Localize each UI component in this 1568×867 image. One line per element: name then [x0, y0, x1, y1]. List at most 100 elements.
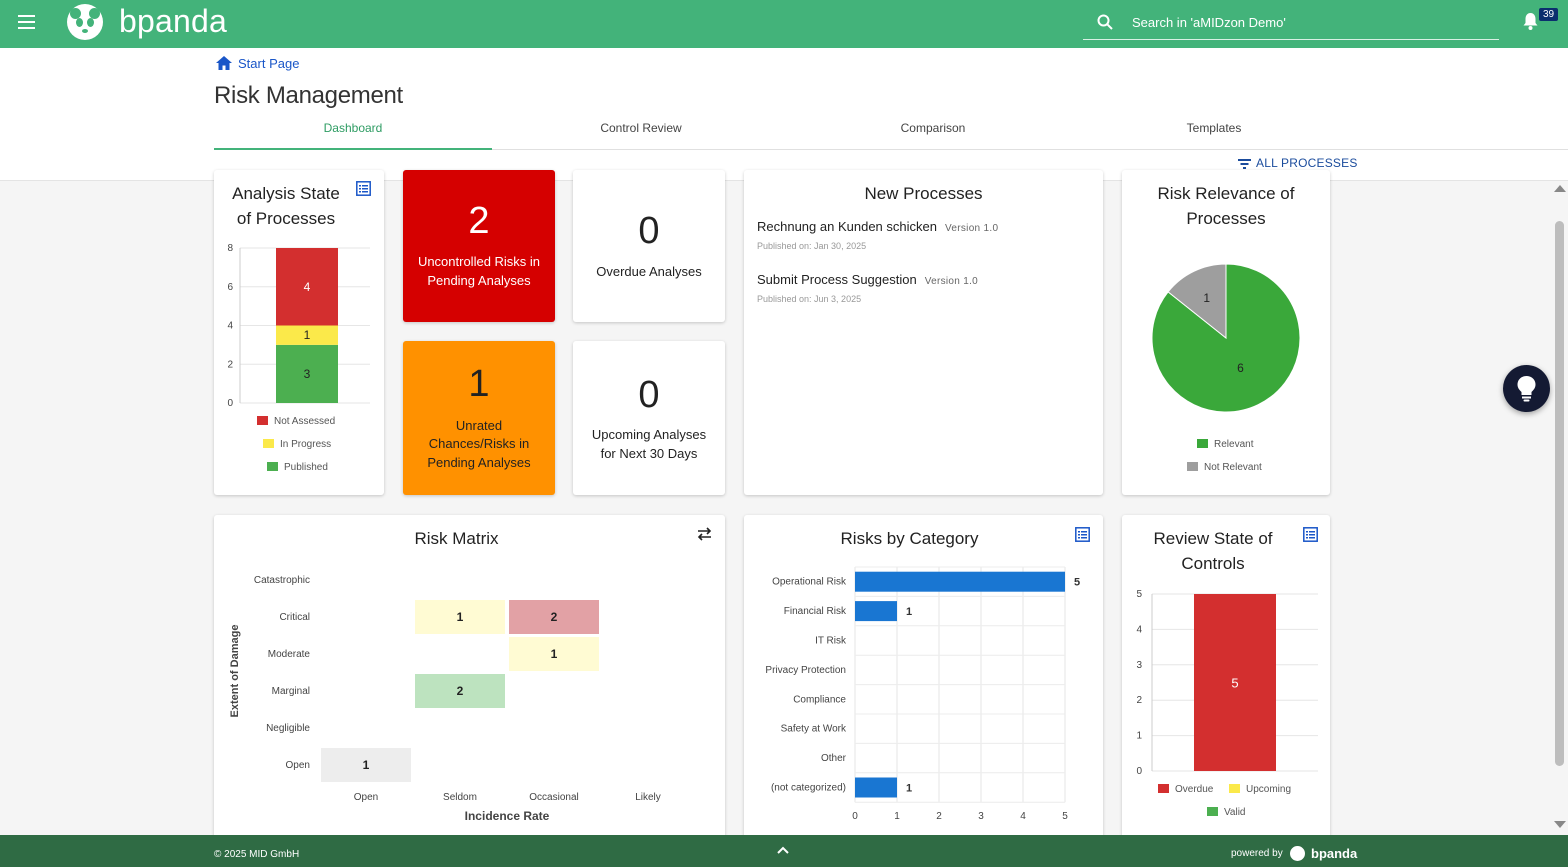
upcoming-analyses-tile[interactable]: 0 Upcoming Analyses for Next 30 Days — [573, 341, 725, 495]
breadcrumb-start-page[interactable]: Start Page — [238, 56, 300, 71]
scrollbar-thumb[interactable] — [1555, 221, 1564, 766]
y-tick-label: 5 — [1136, 589, 1142, 600]
bar-segment — [276, 344, 338, 403]
category-label: Other — [821, 753, 847, 764]
category-label: Financial Risk — [784, 606, 847, 617]
list-view-icon[interactable] — [1303, 527, 1318, 542]
matrix-cell-open-open[interactable]: 1 — [321, 748, 411, 782]
new-processes-card: New Processes Rechnung an Kunden schicke… — [744, 170, 1103, 495]
x-tick-label: 1 — [894, 811, 900, 822]
matrix-x-axis-label: Incidence Rate — [464, 809, 550, 823]
y-tick-label: 3 — [1136, 660, 1142, 671]
tab-templates[interactable]: Templates — [1186, 121, 1242, 135]
menu-icon[interactable] — [18, 15, 35, 29]
risks-by-category-card: Risks by Category 0 1 2 3 4 5 Operational Risk… — [744, 515, 1103, 845]
filter-label: ALL PROCESSES — [1256, 156, 1358, 170]
top-app-bar: bpanda Search in 'aMIDzon Demo' 39 — [0, 0, 1568, 48]
ideas-lightbulb-button[interactable] — [1503, 365, 1550, 412]
matrix-row-label: Critical — [279, 612, 310, 623]
matrix-cell-critical-seldom[interactable]: 1 — [415, 600, 505, 634]
analysis-state-title-line2: of Processes — [236, 209, 336, 228]
y-tick-label: 0 — [1136, 766, 1142, 777]
overdue-analyses-count: 0 — [638, 210, 660, 252]
unrated-risks-label-3: Pending Analyses — [427, 455, 531, 470]
process-name[interactable]: Rechnung an Kunden schicken — [757, 219, 937, 234]
matrix-row-label: Marginal — [271, 686, 310, 697]
new-processes-title: New Processes — [864, 184, 983, 203]
risk-matrix-title: Risk Matrix — [414, 529, 499, 548]
overdue-analyses-label: Overdue Analyses — [596, 264, 702, 279]
home-icon — [216, 56, 232, 70]
bar-data-label: 1 — [304, 328, 311, 342]
category-bar — [855, 601, 897, 622]
process-name[interactable]: Submit Process Suggestion — [757, 272, 917, 287]
unrated-risks-label-2: Chances/Risks in — [428, 436, 530, 451]
bar-data-label: 1 — [906, 783, 912, 795]
bar-segment — [1194, 594, 1276, 771]
matrix-cell-marginal-seldom[interactable]: 2 — [415, 674, 505, 708]
matrix-row-label: Negligible — [266, 723, 310, 734]
risk-matrix-card: Risk Matrix Extent of Damage Catastrophi… — [214, 515, 725, 845]
pie-slice — [1151, 263, 1301, 413]
analysis-state-chart: 8 6 4 2 0 3 1 4 — [227, 243, 370, 409]
x-tick-label: 4 — [1020, 811, 1026, 822]
scroll-up-arrow-icon[interactable] — [1554, 185, 1566, 192]
pie-data-label: 6 — [1237, 361, 1244, 375]
bar-data-label: 5 — [1231, 676, 1238, 691]
new-process-item[interactable]: Submit Process Suggestion Version 1.0 Pub… — [757, 271, 978, 304]
notification-badge: 39 — [1539, 8, 1559, 21]
legend-overdue: Overdue — [1158, 784, 1213, 795]
unrated-risks-tile[interactable]: 1 Unrated Chances/Risks in Pending Analy… — [403, 341, 555, 495]
page-header: Start Page Risk Management Dashboard Con… — [0, 48, 1568, 181]
chevron-up-icon[interactable] — [777, 846, 789, 854]
matrix-y-axis-label: Extent of Damage — [229, 624, 241, 718]
search-placeholder: Search in 'aMIDzon Demo' — [1132, 15, 1286, 30]
legend-not-assessed: Not Assessed — [257, 416, 335, 427]
tab-dashboard[interactable]: Dashboard — [323, 121, 383, 135]
footer: © 2025 MID GmbH powered by bpanda — [0, 835, 1568, 867]
tab-control-review[interactable]: Control Review — [600, 121, 682, 135]
process-published-date: Published on: Jan 30, 2025 — [757, 241, 867, 251]
category-label: Operational Risk — [772, 577, 847, 588]
review-state-title-line1: Review State of — [1153, 529, 1273, 548]
bell-icon[interactable] — [1522, 12, 1539, 30]
pie-slice — [1167, 263, 1227, 340]
scroll-down-arrow-icon[interactable] — [1554, 821, 1566, 828]
search-input[interactable]: Search in 'aMIDzon Demo' — [1083, 6, 1499, 40]
list-view-icon[interactable] — [356, 181, 371, 196]
list-view-icon[interactable] — [1075, 527, 1090, 542]
process-published-date: Published on: Jun 3, 2025 — [757, 294, 862, 304]
legend-valid: Valid — [1207, 807, 1246, 818]
page-scrollbar[interactable] — [1552, 181, 1568, 835]
bar-data-label: 5 — [1074, 577, 1080, 589]
tab-comparison[interactable]: Comparison — [900, 121, 966, 135]
matrix-col-label: Open — [353, 792, 379, 803]
y-tick-label: 2 — [227, 359, 233, 370]
category-label: Compliance — [793, 694, 846, 705]
uncontrolled-risks-label-1: Uncontrolled Risks in — [417, 254, 541, 269]
uncontrolled-risks-tile[interactable]: 2 Uncontrolled Risks in Pending Analyses — [403, 170, 555, 322]
matrix-row-label: Moderate — [267, 649, 310, 660]
overdue-analyses-tile[interactable]: 0 Overdue Analyses — [573, 170, 725, 322]
swap-axes-icon[interactable] — [696, 527, 713, 541]
breadcrumb[interactable]: Start Page — [216, 56, 299, 71]
panda-logo-icon[interactable] — [67, 4, 103, 40]
new-process-item[interactable]: Rechnung an Kunden schicken Version 1.0 P… — [757, 218, 998, 251]
brand-name[interactable]: bpanda — [119, 3, 227, 39]
all-processes-filter-button[interactable]: ALL PROCESSES — [1238, 156, 1358, 170]
matrix-row-label: Open — [285, 760, 310, 771]
x-tick-label: 5 — [1062, 811, 1068, 822]
uncontrolled-risks-label-2: Pending Analyses — [427, 273, 531, 288]
matrix-cell-moderate-occasional[interactable]: 1 — [509, 637, 599, 671]
process-version: Version 1.0 — [924, 276, 979, 287]
copyright: © 2025 MID GmbH — [214, 849, 300, 860]
bar-data-label: 3 — [304, 367, 311, 381]
upcoming-analyses-label-1: Upcoming Analyses — [591, 427, 707, 442]
legend-relevant: Relevant — [1197, 439, 1253, 450]
tab-bar: Dashboard Control Review Comparison Temp… — [214, 112, 1568, 150]
upcoming-analyses-label-2: for Next 30 Days — [600, 446, 698, 461]
matrix-cell-critical-occasional[interactable]: 2 — [509, 600, 599, 634]
bar-segment — [276, 325, 338, 345]
legend-not-relevant: Not Relevant — [1187, 462, 1262, 473]
